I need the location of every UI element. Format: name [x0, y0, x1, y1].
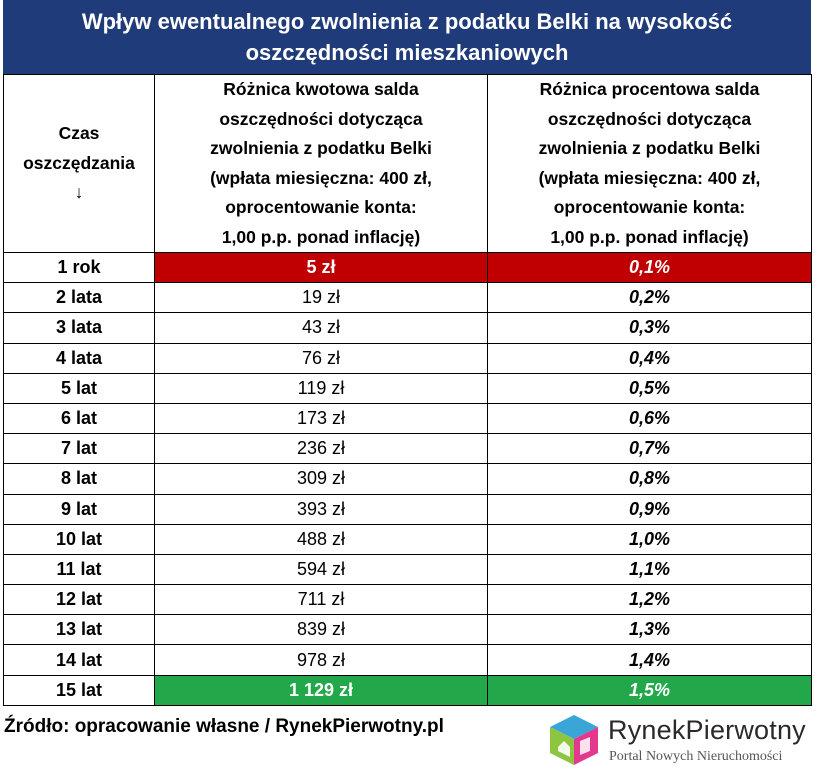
period-cell: 6 lat	[3, 402, 155, 435]
header-amount: Różnica kwotowa salda oszczędności dotyc…	[154, 74, 488, 253]
period-cell: 3 lata	[3, 312, 155, 344]
logo: RynekPierwotny Portal Nowych Nieruchomoś…	[546, 711, 808, 767]
page-title: Wpływ ewentualnego zwolnienia z podatku …	[3, 0, 811, 74]
percent-cell: 0,6%	[487, 402, 812, 435]
period-cell: 5 lat	[3, 372, 155, 404]
amount-cell: 711 zł	[154, 584, 488, 616]
table-row: 15 lat 1 129 zł 1,5%	[3, 674, 812, 706]
logo-tagline: Portal Nowych Nieruchomości	[609, 749, 783, 764]
percent-cell: 1,2%	[487, 584, 812, 616]
period-cell: 11 lat	[3, 553, 155, 586]
amount-cell: 978 zł	[154, 644, 488, 676]
percent-cell: 0,3%	[487, 312, 812, 344]
table-row: 8 lat 309 zł 0,8%	[3, 463, 812, 495]
percent-cell: 1,3%	[487, 614, 812, 646]
arrow-down-icon: ↓	[74, 182, 84, 203]
percent-cell: 0,9%	[487, 493, 812, 525]
logo-name: RynekPierwotny	[608, 715, 806, 745]
percent-cell: 0,1%	[487, 251, 812, 284]
period-cell: 2 lata	[3, 282, 155, 314]
amount-cell: 5 zł	[154, 251, 488, 284]
period-cell: 4 lata	[3, 342, 155, 374]
table-row: 1 rok 5 zł 0,1%	[3, 251, 812, 284]
table-row: 7 lat 236 zł 0,7%	[3, 433, 812, 465]
table-row: 5 lat 119 zł 0,5%	[3, 372, 812, 404]
amount-cell: 119 zł	[154, 372, 488, 404]
percent-cell: 1,0%	[487, 523, 812, 555]
source-note: Źródło: opracowanie własne / RynekPierwo…	[4, 716, 444, 737]
percent-cell: 0,2%	[487, 282, 812, 314]
amount-cell: 839 zł	[154, 614, 488, 646]
period-cell: 15 lat	[3, 674, 155, 706]
period-cell: 10 lat	[3, 523, 155, 555]
table-row: 2 lata 19 zł 0,2%	[3, 282, 812, 314]
table-row: 6 lat 173 zł 0,6%	[3, 402, 812, 435]
period-cell: 12 lat	[3, 584, 155, 616]
amount-cell: 236 zł	[154, 433, 488, 465]
percent-cell: 0,8%	[487, 463, 812, 495]
percent-cell: 1,1%	[487, 553, 812, 586]
percent-cell: 1,4%	[487, 644, 812, 676]
amount-cell: 594 zł	[154, 553, 488, 586]
amount-cell: 309 zł	[154, 463, 488, 495]
amount-cell: 76 zł	[154, 342, 488, 374]
amount-cell: 488 zł	[154, 523, 488, 555]
table-row: 3 lata 43 zł 0,3%	[3, 312, 812, 344]
period-cell: 13 lat	[3, 614, 155, 646]
percent-cell: 1,5%	[487, 674, 812, 706]
period-cell: 8 lat	[3, 463, 155, 495]
period-cell: 9 lat	[3, 493, 155, 525]
header-period: Czas oszczędzania ↓	[3, 74, 155, 253]
table-row: 12 lat 711 zł 1,2%	[3, 584, 812, 616]
period-cell: 7 lat	[3, 433, 155, 465]
amount-cell: 393 zł	[154, 493, 488, 525]
table-row: 4 lata 76 zł 0,4%	[3, 342, 812, 374]
house-cube-icon	[550, 715, 598, 765]
amount-cell: 173 zł	[154, 402, 488, 435]
table-row: 9 lat 393 zł 0,9%	[3, 493, 812, 525]
percent-cell: 0,4%	[487, 342, 812, 374]
amount-cell: 1 129 zł	[154, 674, 488, 706]
percent-cell: 0,7%	[487, 433, 812, 465]
table-header-row: Czas oszczędzania ↓ Różnica kwotowa sald…	[3, 74, 812, 253]
period-cell: 14 lat	[3, 644, 155, 676]
header-percent: Różnica procentowa salda oszczędności do…	[487, 74, 812, 253]
table-row: 13 lat 839 zł 1,3%	[3, 614, 812, 646]
percent-cell: 0,5%	[487, 372, 812, 404]
period-cell: 1 rok	[3, 251, 155, 284]
table-row: 11 lat 594 zł 1,1%	[3, 553, 812, 586]
table-row: 14 lat 978 zł 1,4%	[3, 644, 812, 676]
amount-cell: 43 zł	[154, 312, 488, 344]
savings-table: Czas oszczędzania ↓ Różnica kwotowa sald…	[3, 74, 812, 706]
table-row: 10 lat 488 zł 1,0%	[3, 523, 812, 555]
amount-cell: 19 zł	[154, 282, 488, 314]
